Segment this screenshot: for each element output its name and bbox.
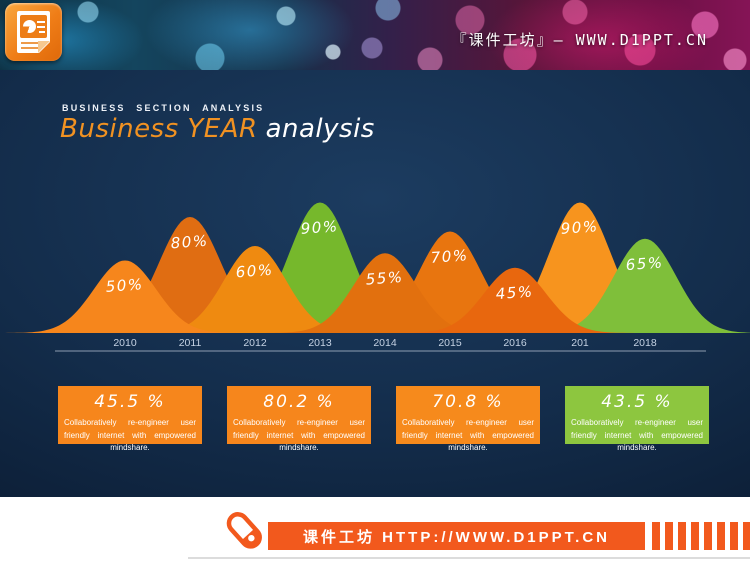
- stat-card-box: 43.5 % Collaboratively re-engineer user f…: [565, 386, 709, 452]
- value-label-2011: 80%: [170, 232, 209, 253]
- x-tick-label: 2016: [503, 337, 527, 349]
- stat-card-1: 45.5 % Collaboratively re-engineer user f…: [58, 386, 202, 452]
- stat-card-box: 45.5 % Collaboratively re-engineer user f…: [58, 386, 202, 452]
- barcode-bar: [691, 522, 699, 550]
- footer: 课件工坊 HTTP://WWW.D1PPT.CN: [0, 497, 750, 563]
- folded-corner-icon: [38, 41, 50, 53]
- area-curve-2016: [377, 267, 653, 333]
- barcode-bar: [678, 522, 686, 550]
- stat-card-box: 70.8 % Collaboratively re-engineer user f…: [396, 386, 540, 452]
- area-curve-2013: [182, 202, 458, 333]
- header-brand-text: 『课件工坊』— WWW.D1PPT.CN: [451, 31, 708, 49]
- slide-body: BUSINESS SECTION ANALYSIS Business YEAR a…: [0, 70, 750, 497]
- area-curve-2015: [312, 231, 588, 333]
- stat-description: Collaboratively re-engineer user friendl…: [233, 418, 365, 452]
- x-tick-label: 2015: [438, 337, 462, 349]
- stat-card-box: 80.2 % Collaboratively re-engineer user f…: [227, 386, 371, 452]
- area-curve-2012: [117, 246, 393, 333]
- section-eyebrow: BUSINESS SECTION ANALYSIS: [62, 103, 265, 113]
- stat-card-4: 43.5 % Collaboratively re-engineer user f…: [565, 386, 709, 452]
- stat-card-2: 80.2 % Collaboratively re-engineer user f…: [227, 386, 371, 452]
- stat-value: 70.8 %: [432, 392, 504, 412]
- barcode-bar: [717, 522, 725, 550]
- area-curve-2011: [52, 217, 328, 333]
- footer-url-text: 课件工坊 HTTP://WWW.D1PPT.CN: [303, 528, 610, 546]
- x-tick-label: 2011: [179, 337, 202, 349]
- area-curve-2010: [0, 260, 263, 333]
- value-label-2013: 90%: [300, 217, 339, 238]
- value-label-2012: 60%: [235, 261, 274, 282]
- barcode-bar: [665, 522, 673, 550]
- page-title-rest: analysis: [265, 114, 375, 144]
- value-label-2016: 45%: [495, 282, 534, 303]
- page-title: Business YEAR analysis: [60, 114, 375, 144]
- value-label-2015: 70%: [430, 246, 469, 267]
- stat-description: Collaboratively re-engineer user friendl…: [64, 418, 196, 452]
- barcode-bar: [652, 522, 660, 550]
- x-tick-label: 2013: [308, 337, 332, 349]
- stat-cards: 45.5 % Collaboratively re-engineer user f…: [58, 386, 710, 452]
- stat-description: Collaboratively re-engineer user friendl…: [402, 418, 534, 452]
- value-label-2010: 50%: [105, 275, 144, 296]
- value-label-2018: 65%: [625, 253, 664, 274]
- value-label-2014: 55%: [365, 268, 404, 289]
- slide-thumbnail-icon: [20, 15, 47, 38]
- stat-value: 80.2 %: [263, 392, 335, 412]
- x-tick-label: 2018: [633, 337, 657, 349]
- document-page-icon: [17, 11, 50, 53]
- x-tick-label: 2010: [113, 337, 137, 349]
- stat-value: 43.5 %: [601, 392, 673, 412]
- pen-icon: [226, 512, 262, 549]
- pie-chart-icon: [23, 20, 36, 33]
- footer-url-bar: 课件工坊 HTTP://WWW.D1PPT.CN: [268, 522, 645, 550]
- barcode-icon: [652, 522, 750, 550]
- page-title-accent: Business YEAR: [60, 114, 258, 144]
- footer-divider: [188, 557, 750, 559]
- area-curve-201: [442, 202, 718, 333]
- stat-card-3: 70.8 % Collaboratively re-engineer user f…: [396, 386, 540, 452]
- area-curve-2018: [507, 238, 750, 333]
- trend-chart: 50% 2010 80% 2011 60% 2012 90% 2013 55% 2014 70% 20…: [0, 202, 750, 352]
- x-tick-label: 2012: [243, 337, 267, 349]
- bokeh-header-banner: 『课件工坊』— WWW.D1PPT.CN: [0, 0, 750, 70]
- stat-description: Collaboratively re-engineer user friendl…: [571, 418, 703, 452]
- x-tick-label: 2014: [373, 337, 397, 349]
- barcode-bar: [730, 522, 738, 550]
- barcode-bar: [743, 522, 750, 550]
- stat-value: 45.5 %: [94, 392, 166, 412]
- x-tick-label: 201: [571, 337, 589, 349]
- area-curve-2014: [247, 253, 523, 333]
- barcode-bar: [704, 522, 712, 550]
- value-label-201: 90%: [560, 217, 599, 238]
- powerpoint-icon: [5, 3, 62, 61]
